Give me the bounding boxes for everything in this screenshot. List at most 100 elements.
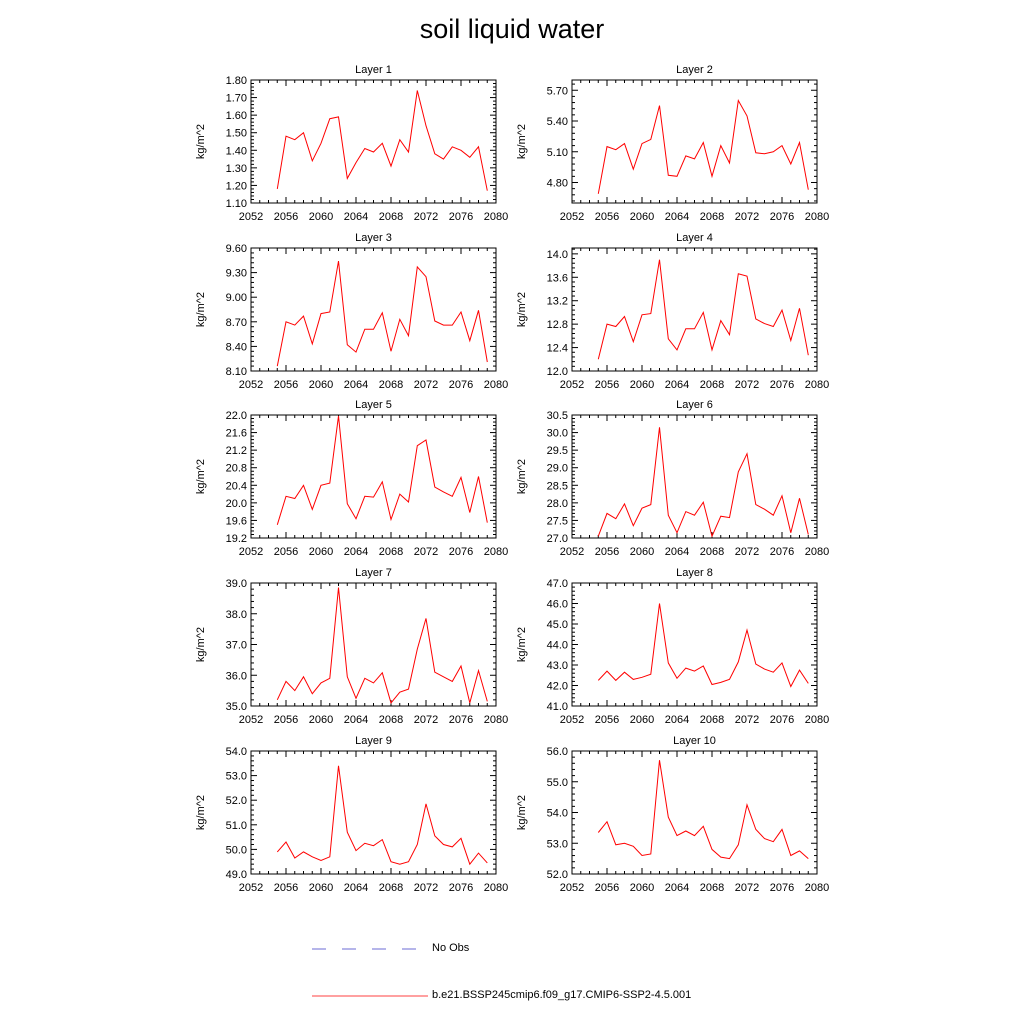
- y-tick-label: 21.6: [226, 428, 247, 440]
- x-tick-label: 2068: [700, 882, 724, 894]
- series-line: [276, 261, 488, 367]
- series-line: [597, 98, 809, 194]
- x-tick-label: 2072: [735, 882, 759, 894]
- y-tick-label: 54.0: [226, 746, 247, 758]
- x-tick-label: 2056: [274, 882, 298, 894]
- x-tick-label: 2072: [414, 211, 438, 223]
- x-tick-label: 2060: [309, 882, 333, 894]
- x-tick-label: 2064: [665, 714, 689, 726]
- plot-frame: [571, 582, 818, 707]
- y-tick-label: 1.30: [226, 163, 247, 175]
- panel-3: Layer 3 kg/m^2 2052 2056 2060 2064 2068 2072 207…: [195, 232, 508, 391]
- x-tick-label: 2072: [735, 714, 759, 726]
- x-tick-label: 2068: [700, 546, 724, 558]
- panel-title: Layer 5: [355, 399, 392, 411]
- x-tick-label: 2056: [274, 714, 298, 726]
- panel-title: Layer 6: [676, 399, 713, 411]
- y-tick-label: 42.0: [547, 681, 568, 693]
- x-tick-label: 2064: [344, 546, 368, 558]
- panel-title: Layer 4: [676, 232, 713, 244]
- y-tick-label: 12.0: [547, 366, 568, 378]
- x-tick-label: 2060: [630, 546, 654, 558]
- y-axis-label: kg/m^2: [516, 124, 528, 159]
- x-tick-label: 2060: [309, 714, 333, 726]
- y-axis-label: kg/m^2: [516, 459, 528, 494]
- plot-frame: [571, 414, 818, 539]
- series-line: [276, 765, 488, 866]
- y-tick-label: 37.0: [226, 640, 247, 652]
- x-tick-label: 2068: [379, 882, 403, 894]
- panel-2: Layer 2 kg/m^2 2052 2056 2060 2064 2068 2072 207…: [516, 64, 829, 223]
- y-tick-label: 53.0: [547, 838, 568, 850]
- y-tick-label: 20.8: [226, 463, 247, 475]
- y-tick-label: 36.0: [226, 670, 247, 682]
- y-tick-label: 41.0: [547, 701, 568, 713]
- x-tick-label: 2064: [344, 379, 368, 391]
- x-tick-label: 2056: [274, 546, 298, 558]
- y-tick-label: 45.0: [547, 619, 568, 631]
- y-tick-label: 12.4: [547, 343, 568, 355]
- x-tick-label: 2056: [595, 882, 619, 894]
- panel-8: Layer 8 kg/m^2 2052 2056 2060 2064 2068 2072 207…: [516, 567, 829, 726]
- x-tick-label: 2052: [239, 546, 263, 558]
- x-tick-label: 2052: [560, 546, 584, 558]
- y-tick-label: 29.0: [547, 463, 568, 475]
- panel-9: Layer 9 kg/m^2 2052 2056 2060 2064 2068 2072 207…: [195, 735, 508, 894]
- x-tick-label: 2076: [770, 714, 794, 726]
- y-tick-label: 8.10: [226, 366, 247, 378]
- x-tick-label: 2064: [665, 379, 689, 391]
- x-tick-label: 2072: [414, 714, 438, 726]
- y-tick-label: 21.2: [226, 445, 247, 457]
- y-tick-label: 39.0: [226, 578, 247, 590]
- x-tick-label: 2068: [700, 211, 724, 223]
- x-tick-label: 2052: [239, 379, 263, 391]
- y-tick-label: 13.6: [547, 272, 568, 284]
- y-tick-label: 49.0: [226, 869, 247, 881]
- y-tick-label: 35.0: [226, 701, 247, 713]
- y-tick-label: 4.80: [547, 178, 568, 190]
- x-tick-label: 2060: [630, 714, 654, 726]
- y-axis-label: kg/m^2: [195, 459, 207, 494]
- y-tick-label: 9.60: [226, 243, 247, 255]
- panel-title: Layer 8: [676, 567, 713, 579]
- y-tick-label: 27.0: [547, 533, 568, 545]
- x-tick-label: 2076: [770, 546, 794, 558]
- x-tick-label: 2080: [484, 714, 508, 726]
- y-tick-label: 1.10: [226, 198, 247, 210]
- x-tick-label: 2056: [595, 379, 619, 391]
- y-tick-label: 13.2: [547, 296, 568, 308]
- y-tick-label: 19.2: [226, 533, 247, 545]
- plot-frame: [571, 247, 818, 372]
- x-tick-label: 2080: [484, 211, 508, 223]
- x-tick-label: 2080: [805, 882, 829, 894]
- x-tick-label: 2056: [595, 714, 619, 726]
- x-tick-label: 2080: [484, 546, 508, 558]
- x-tick-label: 2060: [630, 211, 654, 223]
- y-tick-label: 5.40: [547, 116, 568, 128]
- y-tick-label: 1.80: [226, 75, 247, 87]
- x-tick-label: 2052: [560, 714, 584, 726]
- series-line: [276, 90, 488, 191]
- series-line: [276, 415, 488, 525]
- panel-title: Layer 10: [673, 735, 716, 747]
- y-tick-label: 1.70: [226, 93, 247, 105]
- y-axis-label: kg/m^2: [516, 627, 528, 662]
- x-tick-label: 2072: [414, 882, 438, 894]
- x-tick-label: 2076: [449, 714, 473, 726]
- x-tick-label: 2076: [770, 379, 794, 391]
- y-tick-label: 28.0: [547, 498, 568, 510]
- panel-4: Layer 4 kg/m^2 2052 2056 2060 2064 2068 2072 207…: [516, 232, 829, 391]
- plot-frame: [250, 750, 497, 875]
- x-tick-label: 2068: [379, 379, 403, 391]
- x-tick-label: 2076: [770, 211, 794, 223]
- panel-6: Layer 6 kg/m^2 2052 2056 2060 2064 2068 2072 207…: [516, 399, 829, 558]
- x-tick-label: 2060: [630, 379, 654, 391]
- y-tick-label: 8.40: [226, 341, 247, 353]
- x-tick-label: 2080: [805, 211, 829, 223]
- x-tick-label: 2052: [239, 211, 263, 223]
- x-tick-label: 2080: [484, 379, 508, 391]
- x-tick-label: 2076: [770, 882, 794, 894]
- x-tick-label: 2072: [735, 546, 759, 558]
- plot-frame: [250, 247, 497, 372]
